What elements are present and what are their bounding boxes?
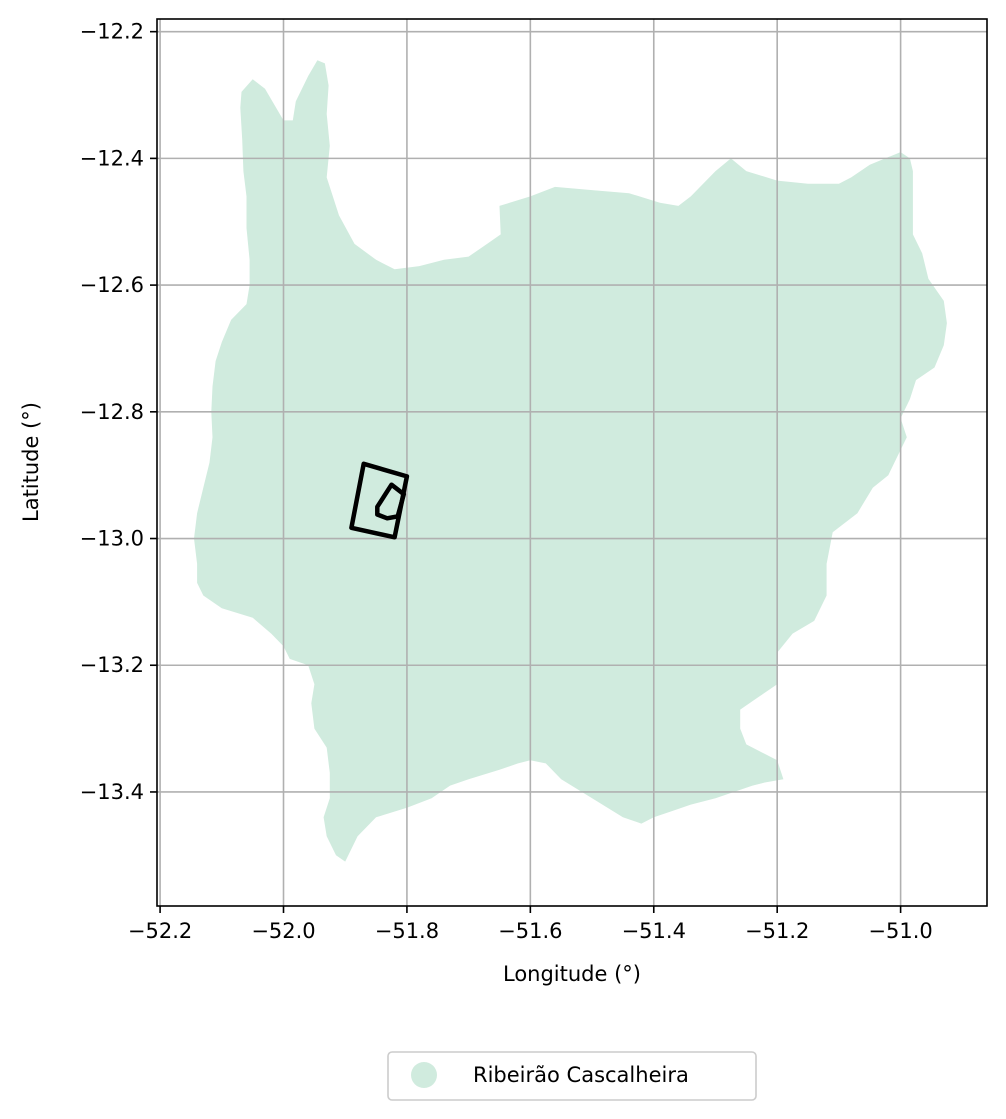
x-tick-label: −52.0 (251, 919, 315, 943)
x-tick-label: −52.2 (128, 919, 192, 943)
outline-shape (375, 482, 407, 521)
region-polygon (194, 60, 947, 862)
outline-shape (349, 461, 410, 540)
y-tick-label: −13.4 (80, 780, 144, 804)
y-tick-label: −12.8 (80, 400, 144, 424)
outline-layer (349, 461, 410, 540)
plot-frame (156, 18, 988, 907)
region-layer (194, 60, 947, 862)
x-axis-label: Longitude (°) (503, 962, 641, 986)
x-tick-label: −51.0 (868, 919, 932, 943)
x-tick-label: −51.6 (498, 919, 562, 943)
legend-marker (411, 1062, 437, 1088)
legend-label: Ribeirão Cascalheira (473, 1063, 689, 1087)
y-tick-label: −13.2 (80, 653, 144, 677)
x-tick-label: −51.8 (375, 919, 439, 943)
y-axis-ticks: −12.2 −12.4 −12.6 −12.8 −13.0 −13.2 −13.4 (80, 20, 157, 804)
grid-layer (157, 19, 987, 906)
y-tick-label: −13.0 (80, 527, 144, 551)
y-tick-label: −12.4 (80, 146, 144, 170)
x-tick-label: −51.2 (745, 919, 809, 943)
plot-area (156, 18, 988, 907)
legend: Ribeirão Cascalheira (387, 1051, 757, 1101)
x-tick-label: −51.4 (622, 919, 686, 943)
legend-frame (387, 1051, 757, 1101)
x-axis-ticks: −52.2 −52.0 −51.8 −51.6 −51.4 −51.2 −51.0 (128, 906, 933, 943)
y-tick-label: −12.6 (80, 273, 144, 297)
y-tick-label: −12.2 (80, 20, 144, 44)
y-axis-label: Latitude (°) (19, 402, 43, 522)
